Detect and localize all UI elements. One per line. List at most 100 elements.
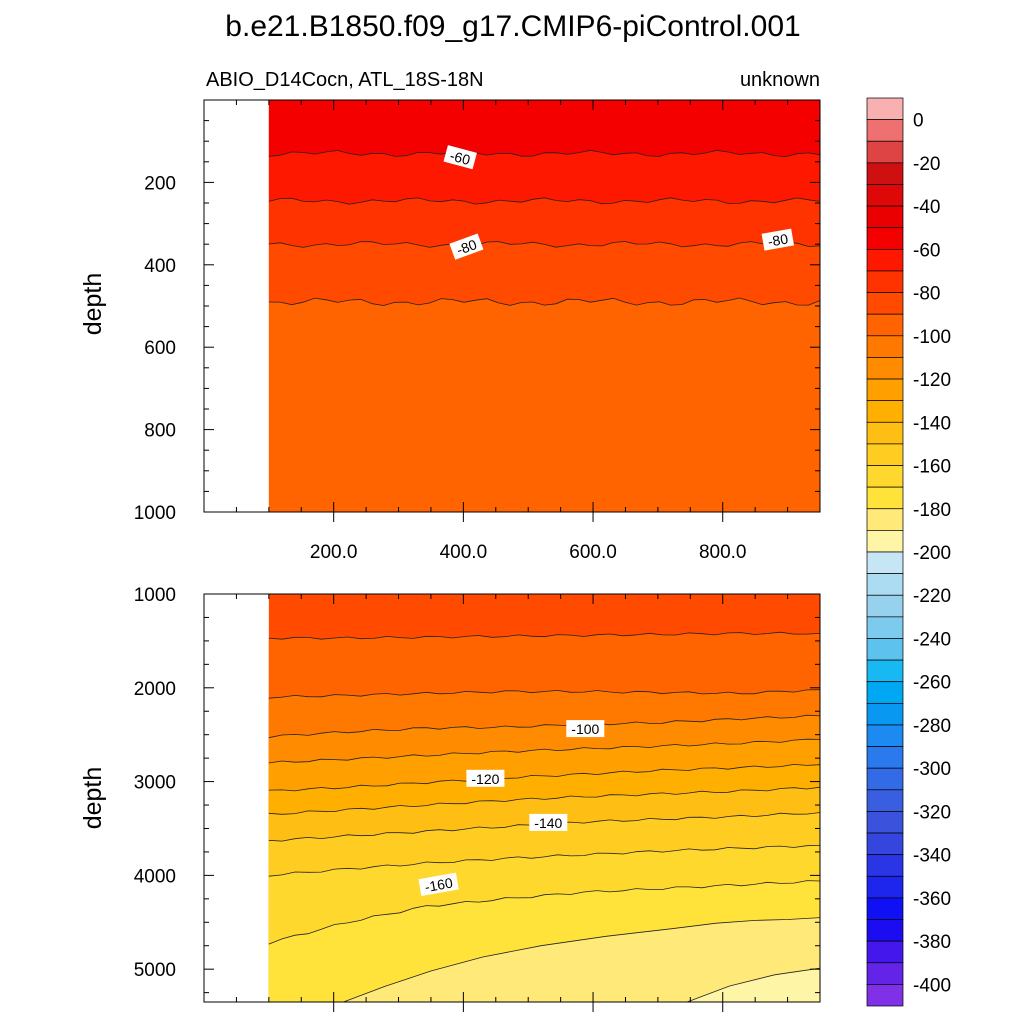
upper-filled-contours [268,100,820,512]
figure-title: b.e21.B1850.f09_g17.CMIP6-piControl.001 [225,10,800,43]
upper-fill-band [268,150,820,205]
upper-contour-line [268,197,821,205]
lower-contour-line [268,631,821,640]
lower-contour-lines [268,631,821,1003]
contour-label-text: -100 [571,721,599,737]
y-tick-label: 5000 [134,960,176,981]
lower-axes: 1000 2000 3000 4000 5000 [134,585,821,1012]
contour-label: -140 [529,813,568,831]
colorbar-tick-label: -100 [913,327,951,348]
colorbar-swatch [866,724,904,747]
title-layer: b.e21.B1850.f09_g17.CMIP6-piControl.001 … [206,10,820,91]
contour-label-background [443,145,477,170]
y-tick-label: 3000 [134,773,176,794]
colorbar-swatch [866,119,904,142]
colorbar-tick-label: -380 [913,932,951,953]
lower-filled-contours [268,594,820,1002]
colorbar-swatch [866,854,904,877]
upper-contour-line [268,241,821,248]
colorbar-tick-label: -60 [913,240,940,261]
colorbar-swatch [866,465,904,488]
colorbar-tick-label: -320 [913,802,951,823]
upper-contour-lines [268,149,821,306]
upper-axes: 200 400 600 800 1000 200.0 400.0 600.0 800.0 [134,99,821,563]
colorbar-swatch [866,530,904,553]
colorbar-swatch [866,638,904,661]
upper-contour-line [268,297,821,306]
lower-contour-labels: -100 -120 -140 -160 [418,720,605,896]
y-tick-label: 4000 [134,866,176,887]
colorbar-swatch [866,205,904,229]
colorbar-swatch [866,227,904,250]
colorbar-tick-label: -260 [913,673,951,694]
y-tick-label: 400 [144,256,176,277]
lower-panel: -100 -120 -140 -160 1000 2000 3000 4000 5000 de… [79,585,821,1012]
subtitle-units: unknown [740,69,820,91]
upper-contour-line [268,149,821,158]
y-tick-label: 800 [144,421,176,442]
subtitle-variable-region: ABIO_D14Cocn, ATL_18S-18N [206,69,484,91]
colorbar-swatch [866,97,904,120]
colorbar-tick-label: 0 [913,111,924,132]
contour-label: -100 [566,720,605,738]
colorbar-swatch [866,421,904,445]
lower-y-axis-label: depth [79,767,107,830]
colorbar-swatch [866,140,904,164]
x-tick-label: 800.0 [699,542,747,563]
colorbar-swatch [866,357,904,380]
y-tick-label: 200 [144,173,176,194]
colorbar-tick-label: -360 [913,889,951,910]
lower-contour-line [268,786,821,815]
contour-label: -60 [443,145,477,170]
lower-contour-line [268,763,821,792]
colorbar-swatch [866,292,904,315]
lower-contour-line [268,738,821,764]
contour-label-text: -80 [454,236,479,258]
colorbar-swatch [866,984,904,1007]
colorbar-swatch [866,551,904,574]
colorbar-swatch [866,681,904,704]
contour-label-text: -160 [424,874,455,895]
colorbar-swatch [866,616,904,639]
x-tick-label: 400.0 [440,542,488,563]
colorbar-swatch [866,184,904,207]
colorbar-swatch [866,400,904,423]
colorbar-swatch [866,162,904,185]
colorbar: 0 -20 -40 -60 -80 -100 -120 -140 -160 -180 -200 -22… [866,97,951,1007]
colorbar-tick-label: -20 [913,154,940,175]
colorbar-tick-label: -220 [913,586,951,607]
colorbar-swatch [866,335,904,358]
upper-fill-band [268,241,820,306]
contour-label-background [466,769,505,787]
contour-label-text: -120 [471,771,499,787]
lower-contour-line [268,880,821,945]
colorbar-tick-label: -140 [913,413,951,434]
lower-fill-band [343,917,820,1002]
colorbar-swatch [866,248,904,272]
colorbar-tick-label: -80 [913,284,940,305]
y-tick-label: 1000 [134,503,176,524]
colorbar-swatch [866,659,904,683]
colorbar-swatch [866,378,904,402]
colorbar-tick-label: -120 [913,370,951,391]
upper-contour-labels: -60 -80 -80 [443,145,795,260]
colorbar-tick-label: -340 [913,846,951,867]
colorbar-tick-label: -300 [913,759,951,780]
upper-y-axis-label: depth [79,273,107,336]
colorbar-swatch [866,443,904,466]
contour-label-background [418,872,459,896]
lower-contour-line [268,689,821,699]
contour-label: -80 [449,233,484,260]
lower-fill-band [687,968,820,1002]
colorbar-swatch [866,746,904,769]
colorbar-tick-label: -180 [913,500,951,521]
colorbar-swatch [866,832,904,856]
contour-label-text: -80 [767,230,790,249]
colorbar-tick-label: -400 [913,975,951,996]
lower-contour-line [268,845,821,877]
colorbar-swatch [866,313,904,337]
contour-label: -80 [761,228,795,251]
colorbar-swatch [866,789,904,812]
contour-label-text: -140 [534,815,562,831]
lower-contour-line [268,714,821,739]
